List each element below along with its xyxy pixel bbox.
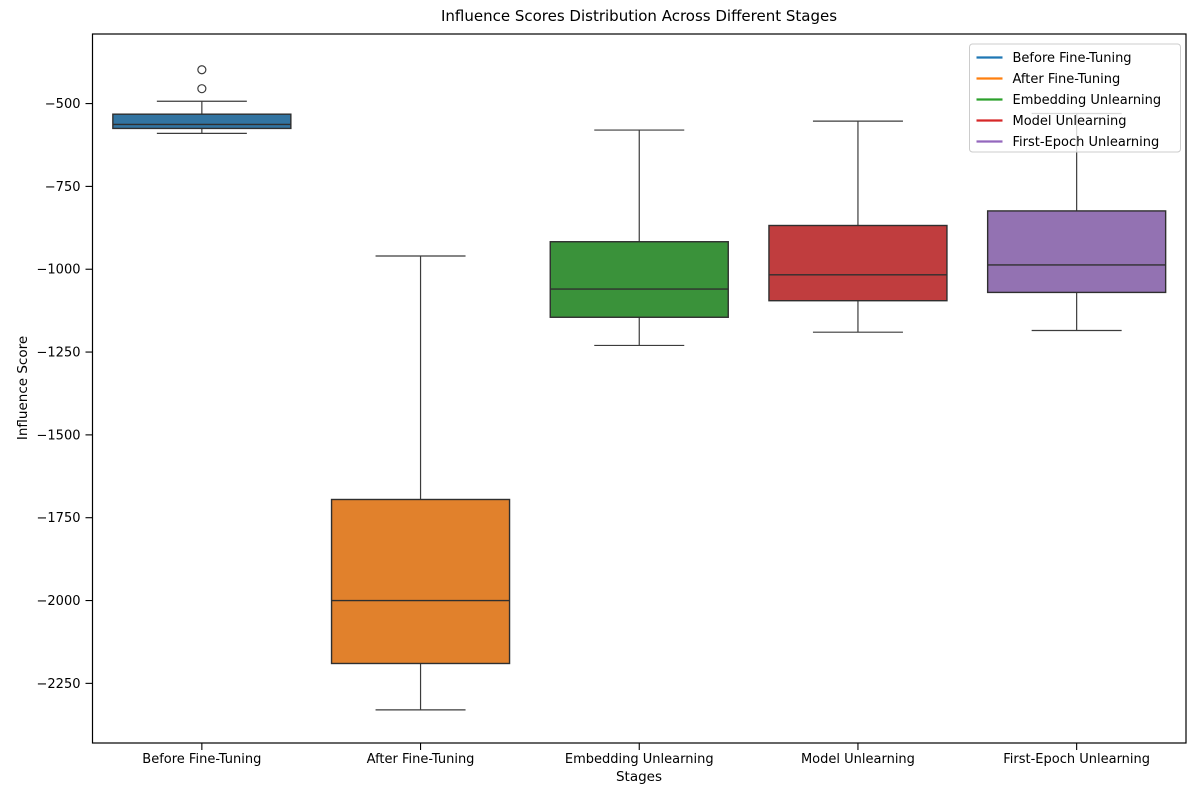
y-tick-label: −1250 bbox=[37, 346, 81, 361]
y-tick-label: −2000 bbox=[37, 594, 81, 609]
iqr-box bbox=[768, 224, 948, 302]
x-axis-label: Stages bbox=[616, 769, 662, 785]
box-after-fine-tuning bbox=[330, 255, 511, 711]
y-tick-label: −500 bbox=[45, 97, 81, 112]
y-tick-label: −750 bbox=[45, 180, 81, 195]
x-tick-label: First-Epoch Unlearning bbox=[1003, 752, 1150, 767]
y-tick-label: −1500 bbox=[37, 428, 81, 443]
box-before-fine-tuning bbox=[112, 65, 292, 134]
y-tick-label: −1750 bbox=[37, 511, 81, 526]
legend-entry-embedding-unlearning: Embedding Unlearning bbox=[976, 93, 1162, 108]
iqr-box bbox=[330, 498, 511, 665]
box-embedding-unlearning bbox=[549, 129, 729, 347]
x-tick-label: Before Fine-Tuning bbox=[142, 752, 261, 767]
legend-label: First-Epoch Unlearning bbox=[1013, 135, 1160, 150]
x-tick-label: Model Unlearning bbox=[801, 752, 915, 767]
y-axis-label: Influence Score bbox=[15, 336, 31, 440]
legend-entry-after-fine-tuning: After Fine-Tuning bbox=[976, 72, 1121, 87]
y-tick-label: −1000 bbox=[37, 263, 81, 278]
legend-label: After Fine-Tuning bbox=[1013, 72, 1121, 87]
plot-layer: −500 −750 −1000 −1250 −1500 −1750 −2000 −2250 Be… bbox=[37, 33, 1187, 767]
y-tick-label: −2250 bbox=[37, 677, 81, 692]
legend-frame bbox=[969, 43, 1181, 153]
box-model-unlearning bbox=[768, 120, 948, 333]
legend-label: Embedding Unlearning bbox=[1013, 93, 1162, 108]
legend-label: Before Fine-Tuning bbox=[1013, 51, 1132, 66]
iqr-box bbox=[986, 210, 1167, 294]
legend-entry-first-epoch-unlearning: First-Epoch Unlearning bbox=[976, 135, 1160, 150]
legend-entry-before-fine-tuning: Before Fine-Tuning bbox=[976, 51, 1132, 66]
chart-title: Influence Scores Distribution Across Dif… bbox=[441, 7, 837, 25]
x-tick-label: After Fine-Tuning bbox=[367, 752, 475, 767]
legend-label: Model Unlearning bbox=[1013, 114, 1127, 129]
x-tick-label: Embedding Unlearning bbox=[565, 752, 714, 767]
legend: Before Fine-Tuning After Fine-Tuning Embed… bbox=[969, 43, 1181, 153]
box-first-epoch-unlearning bbox=[986, 112, 1167, 332]
iqr-box bbox=[112, 113, 292, 130]
iqr-box bbox=[549, 241, 729, 318]
plot-frame bbox=[91, 33, 1187, 744]
legend-entry-model-unlearning: Model Unlearning bbox=[976, 114, 1127, 129]
outlier-point bbox=[197, 65, 207, 75]
outlier-point bbox=[197, 84, 207, 94]
